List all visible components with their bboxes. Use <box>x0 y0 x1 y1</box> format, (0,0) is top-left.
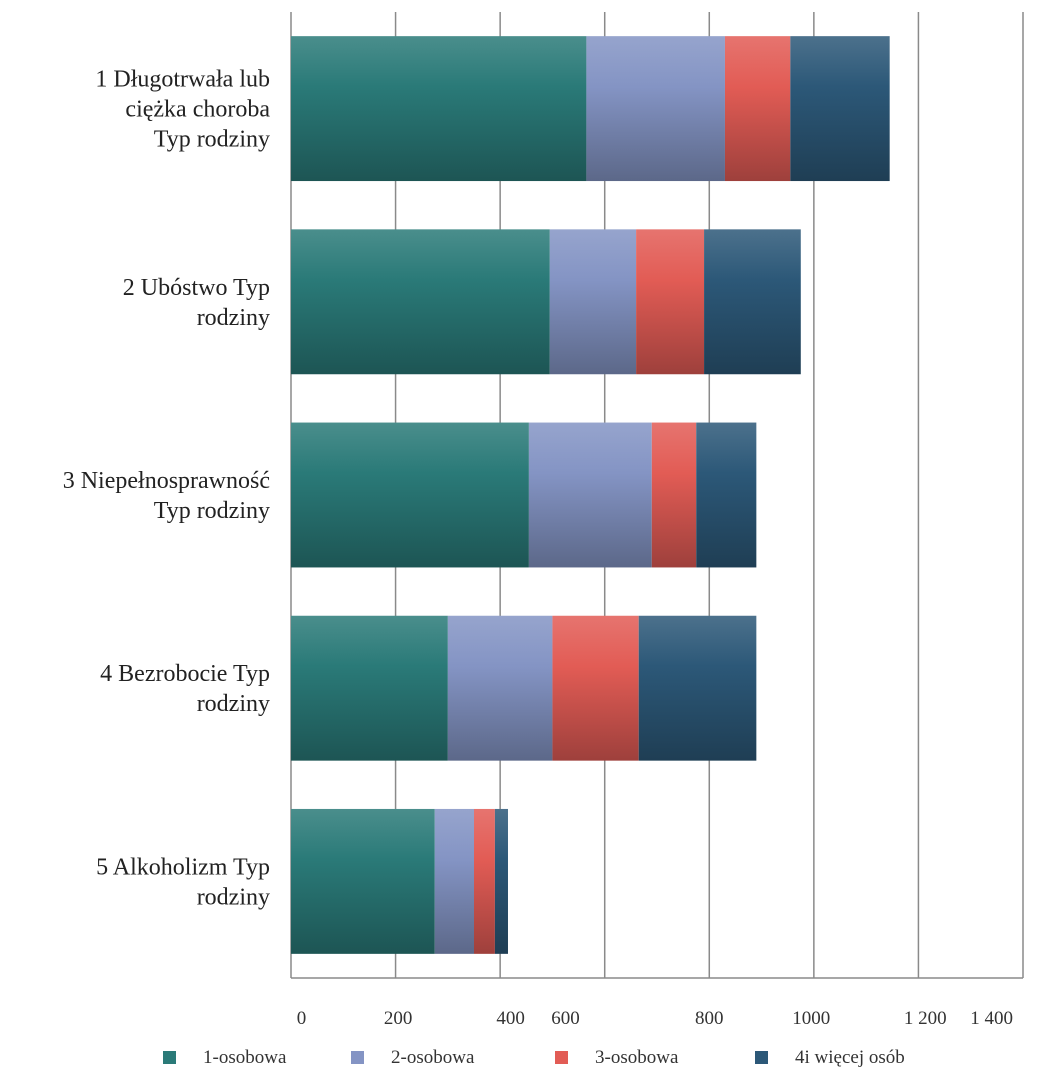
bar-segment-2-3 <box>636 229 705 375</box>
bars <box>291 36 890 954</box>
bar-segment-1-3 <box>724 36 791 182</box>
x-tick-label: 1 200 <box>904 1008 947 1029</box>
bar-segment-2-4 <box>704 229 801 375</box>
legend: 1-osobowa 2-osobowa 3-osobowa 4i więcej osó… <box>163 1047 905 1068</box>
category-label-3: 3 Niepełnosprawność Typ rodziny <box>63 468 270 524</box>
legend-label: 4i więcej osób <box>795 1047 905 1068</box>
bar-segment-4-3 <box>552 615 639 761</box>
x-tick-label: 1 400 <box>970 1008 1013 1029</box>
bar-segment-5-1 <box>291 808 435 954</box>
x-tick-label: 400 <box>496 1008 525 1029</box>
bar-segment-4-1 <box>291 615 448 761</box>
category-label-2: 2 Ubóstwo Typ rodziny <box>123 275 270 331</box>
legend-swatch <box>163 1051 176 1064</box>
bar-segment-4-2 <box>447 615 553 761</box>
bar-segment-5-2 <box>434 808 474 954</box>
legend-label: 3-osobowa <box>595 1047 679 1068</box>
x-tick-label: 0 <box>297 1008 307 1029</box>
x-tick-label: 200 <box>384 1008 413 1029</box>
bar-segment-2-2 <box>549 229 637 375</box>
bar-segment-1-2 <box>586 36 725 182</box>
x-tick-label: 800 <box>695 1008 724 1029</box>
legend-swatch <box>351 1051 364 1064</box>
category-label-1: 1 Długotrwała lub ciężka choroba Typ rodzi… <box>95 67 270 153</box>
bar-segment-5-3 <box>474 808 495 954</box>
legend-swatch <box>755 1051 768 1064</box>
legend-swatch <box>555 1051 568 1064</box>
bar-segment-4-4 <box>638 615 757 761</box>
bar-segment-3-2 <box>528 422 652 568</box>
bar-segment-3-3 <box>651 422 697 568</box>
bar-segment-3-4 <box>696 422 757 568</box>
legend-label: 1-osobowa <box>203 1047 287 1068</box>
bar-segment-3-1 <box>291 422 529 568</box>
category-labels: 1 Długotrwała lub ciężka choroba Typ rodzi… <box>63 67 271 911</box>
category-label-4: 4 Bezrobocie Typ rodziny <box>100 661 270 717</box>
bar-segment-5-4 <box>494 808 508 954</box>
x-axis: 0 200 400 600 800 1000 1 200 1 400 <box>297 1008 1013 1029</box>
category-label-5: 5 Alkoholizm Typ rodziny <box>96 854 270 910</box>
legend-label: 2-osobowa <box>391 1047 475 1068</box>
bar-segment-1-4 <box>790 36 890 182</box>
bar-segment-2-1 <box>291 229 550 375</box>
bar-segment-1-1 <box>291 36 587 182</box>
x-tick-label: 1000 <box>792 1008 830 1029</box>
x-tick-label: 600 <box>551 1008 580 1029</box>
